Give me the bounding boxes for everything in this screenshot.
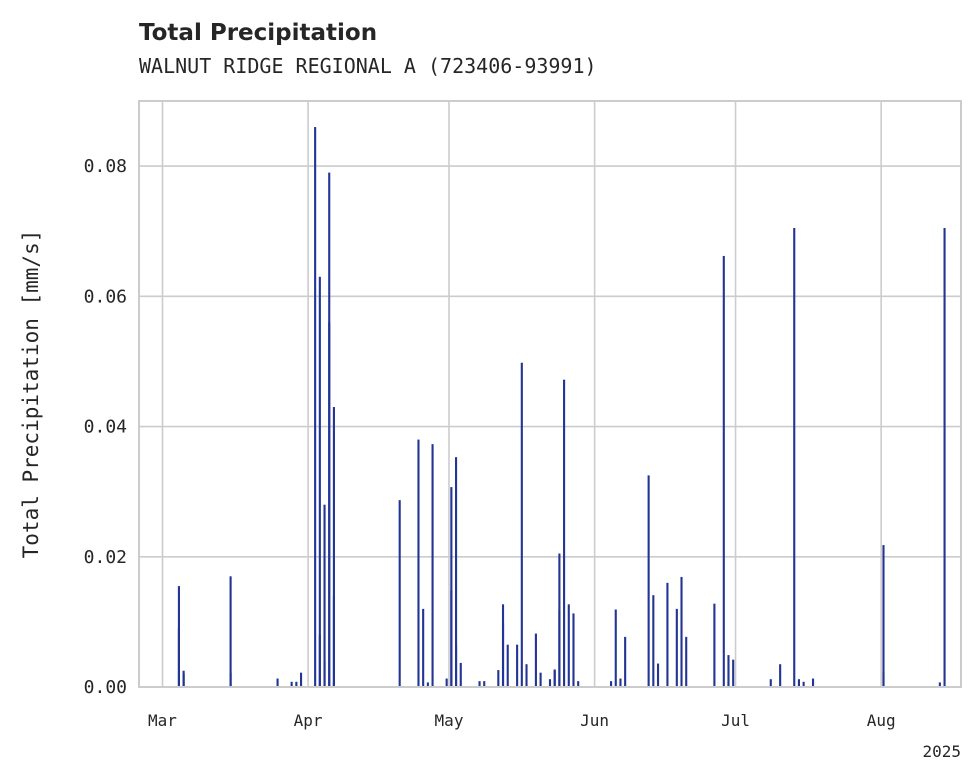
precip-bar <box>713 603 716 687</box>
precip-bar <box>610 681 613 687</box>
precip-bar <box>656 663 660 687</box>
y-axis-ticks: 0.00 0.02 0.04 0.06 0.08 <box>84 156 127 698</box>
precip-bar <box>534 633 537 687</box>
precip-bar <box>450 487 453 687</box>
y-tick-label: 0.02 <box>84 547 127 568</box>
precip-bar <box>680 576 683 687</box>
precip-bar <box>478 681 481 687</box>
precip-bar <box>769 679 772 687</box>
precip-bar <box>652 595 655 687</box>
bars <box>177 127 946 688</box>
precip-bar <box>516 644 519 687</box>
precip-bar <box>938 682 941 687</box>
precip-bar <box>276 678 279 687</box>
precip-bar <box>722 255 725 687</box>
y-tick-label: 0.04 <box>84 417 127 438</box>
x-tick-label: May <box>435 711 464 730</box>
precip-bar <box>539 672 542 687</box>
precip-bar <box>675 608 678 687</box>
precip-bar <box>793 227 796 687</box>
precip-bar <box>398 500 401 687</box>
precip-bar <box>553 669 556 687</box>
y-tick-label: 0.06 <box>84 286 127 307</box>
precip-bar <box>811 678 815 687</box>
precip-bar <box>548 679 552 687</box>
precip-bar <box>332 407 335 687</box>
precip-bar <box>732 659 735 687</box>
precip-bar <box>506 644 509 687</box>
precip-bar <box>943 227 946 687</box>
precip-bar <box>295 681 298 687</box>
precip-bar <box>332 595 335 687</box>
precip-bar <box>563 379 566 687</box>
precip-bar <box>501 604 505 687</box>
precip-bar <box>727 655 730 687</box>
x-axis-ticks: Mar Apr May Jun Jul Aug <box>148 711 896 730</box>
precip-bar <box>182 673 185 687</box>
precip-bar <box>882 545 885 687</box>
precip-bar <box>459 662 462 687</box>
precip-bar <box>290 681 293 687</box>
x-tick-label: Apr <box>294 711 323 730</box>
precip-bar <box>797 679 800 687</box>
precip-bar <box>422 608 425 687</box>
x-tick-label: Jun <box>580 711 609 730</box>
precip-bar <box>779 664 782 687</box>
precip-bar <box>318 634 321 687</box>
precip-bar <box>445 678 448 687</box>
precip-bar <box>431 444 434 687</box>
precip-bar <box>619 678 622 687</box>
precip-bar <box>426 682 429 687</box>
precip-bar <box>455 644 458 687</box>
y-tick-label: 0.00 <box>84 677 127 698</box>
precip-bar <box>299 672 303 687</box>
plot-frame <box>138 100 962 688</box>
precip-bar <box>323 660 326 687</box>
precip-bar <box>177 586 180 687</box>
precip-bar <box>624 636 627 687</box>
chart-subtitle: WALNUT RIDGE REGIONAL A (723406-93991) <box>139 54 597 78</box>
precip-bar <box>450 590 453 687</box>
precip-bar <box>455 457 458 687</box>
y-tick-label: 0.08 <box>84 156 127 177</box>
precip-bar <box>323 504 326 687</box>
precip-bar <box>520 362 523 687</box>
precip-bar <box>483 681 486 687</box>
precip-bar <box>614 609 617 687</box>
grid <box>139 101 961 687</box>
precip-bar <box>647 475 650 687</box>
precip-bar <box>882 672 885 687</box>
precip-bar <box>229 672 232 687</box>
y-axis-label: Total Precipitation [mm/s] <box>19 230 43 559</box>
precip-bar <box>567 604 570 687</box>
precip-bar <box>558 610 561 687</box>
precip-bar <box>525 664 528 687</box>
precip-bar <box>318 276 321 687</box>
precip-bar <box>314 127 317 688</box>
chart-title: Total Precipitation <box>139 20 377 46</box>
x-tick-label: Jul <box>721 711 750 730</box>
precip-bar <box>417 439 420 687</box>
x-tick-label: Mar <box>148 711 177 730</box>
precip-bar <box>577 681 580 687</box>
precip-bar <box>802 681 805 687</box>
precip-bar <box>666 582 669 687</box>
x-offset-label: 2025 <box>922 742 961 761</box>
precip-bar <box>685 636 688 687</box>
x-tick-label: Aug <box>867 711 896 730</box>
precip-bar <box>572 613 575 687</box>
precip-bar <box>332 681 335 687</box>
precip-bar <box>497 670 500 687</box>
precip-bar <box>328 322 331 687</box>
precip-bar <box>229 576 232 687</box>
